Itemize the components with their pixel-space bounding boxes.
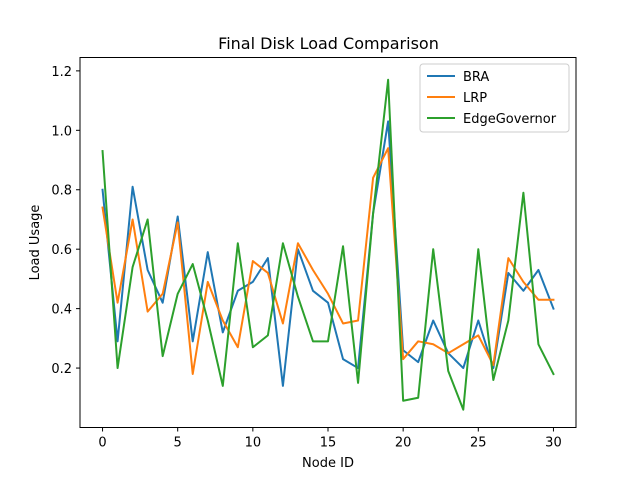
y-tick-label: 0.6 bbox=[51, 243, 72, 258]
x-tick-label: 5 bbox=[174, 436, 182, 451]
legend: BRA LRP EdgeGovernor bbox=[419, 63, 570, 133]
axes-frame bbox=[79, 57, 577, 428]
y-axis-label: Load Usage bbox=[28, 205, 43, 281]
series-line-1 bbox=[101, 147, 555, 376]
chart-title: Final Disk Load Comparison bbox=[218, 34, 439, 53]
legend-label-2: EdgeGovernor bbox=[463, 112, 557, 127]
x-axis-label: Node ID bbox=[302, 456, 354, 471]
x-tick-label: 15 bbox=[320, 436, 337, 451]
y-tick-label: 0.2 bbox=[51, 362, 72, 377]
x-tick-label: 30 bbox=[545, 436, 562, 451]
x-tick-label: 20 bbox=[395, 436, 412, 451]
axes: 0 5 10 15 20 25 30 0.2 0.4 0.6 0.8 1.0 1.2 bbox=[51, 65, 561, 451]
x-tick-label: 10 bbox=[245, 436, 262, 451]
legend-label-0: BRA bbox=[463, 70, 489, 85]
series-line-2 bbox=[101, 78, 555, 411]
legend-label-1: LRP bbox=[463, 91, 487, 106]
y-tick-label: 1.2 bbox=[51, 65, 72, 80]
legend-box bbox=[419, 63, 570, 133]
plot-area bbox=[101, 78, 555, 411]
x-tick-label: 25 bbox=[470, 436, 487, 451]
y-tick-label: 0.4 bbox=[51, 303, 72, 318]
y-tick-label: 0.8 bbox=[51, 184, 72, 199]
y-tick-label: 1.0 bbox=[51, 124, 72, 139]
x-tick-label: 0 bbox=[98, 436, 106, 451]
series-line-0 bbox=[101, 120, 555, 387]
